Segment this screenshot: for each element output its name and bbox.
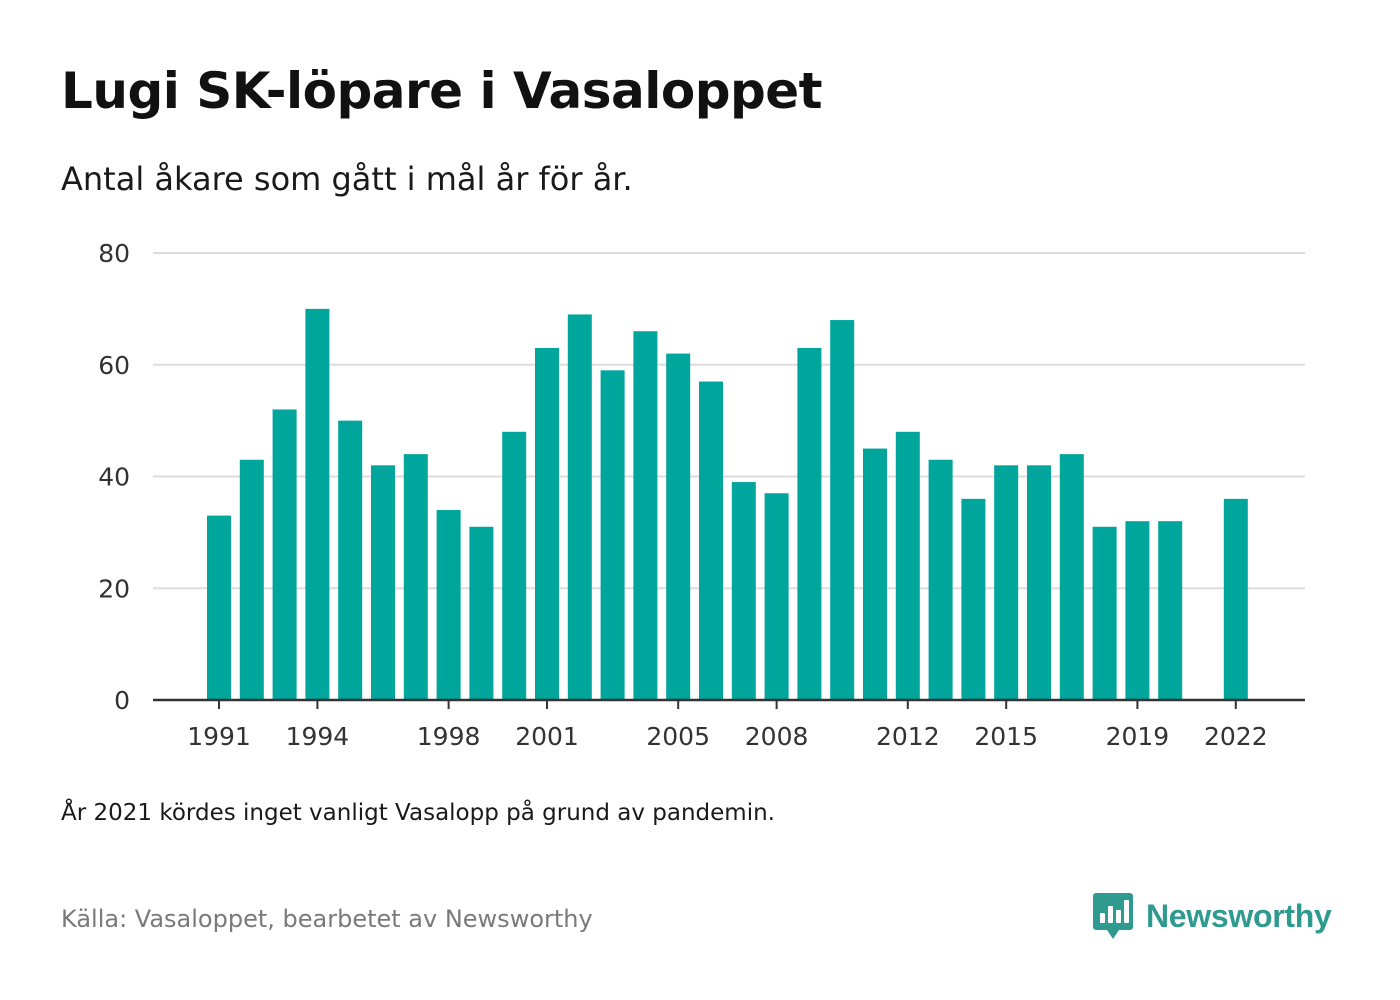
bar-2022 bbox=[1223, 498, 1248, 700]
x-tick-label-2001: 2001 bbox=[515, 722, 579, 751]
bar-2009 bbox=[797, 347, 822, 700]
bar-2007 bbox=[731, 482, 756, 700]
bar-2015 bbox=[994, 465, 1019, 700]
bar-1996 bbox=[371, 465, 395, 700]
x-axis: 1991 1994 1998 2001 2005 2008 2012 2015 2019 2022 bbox=[153, 698, 1305, 751]
y-tick-label-20: 20 bbox=[98, 574, 130, 603]
bar-2020 bbox=[1158, 521, 1183, 700]
bar-2002 bbox=[567, 314, 592, 700]
x-tick-label-1994: 1994 bbox=[286, 722, 350, 751]
bar-2010 bbox=[830, 320, 855, 700]
bar-2001 bbox=[535, 347, 559, 700]
x-tick-label-2008: 2008 bbox=[745, 722, 809, 751]
bar-2004 bbox=[633, 331, 658, 700]
bar-2017 bbox=[1059, 454, 1084, 700]
x-tick-label-2015: 2015 bbox=[974, 722, 1038, 751]
x-tick-label-2019: 2019 bbox=[1106, 722, 1170, 751]
y-tick-label-0: 0 bbox=[114, 686, 130, 715]
bar-1994 bbox=[305, 308, 330, 700]
bar-2014 bbox=[961, 498, 986, 700]
y-tick-label-40: 40 bbox=[98, 463, 130, 492]
bar-2000 bbox=[502, 431, 527, 700]
bar-2011 bbox=[863, 448, 887, 700]
bar-2005 bbox=[666, 353, 691, 700]
chart-title: Lugi SK-löpare i Vasaloppet bbox=[61, 62, 823, 120]
source-text: Källa: Vasaloppet, bearbetet av Newswort… bbox=[61, 905, 593, 933]
x-tick-label-2022: 2022 bbox=[1204, 722, 1268, 751]
bar-2018 bbox=[1092, 526, 1117, 700]
bar-2013 bbox=[928, 459, 953, 700]
bar-1997 bbox=[403, 454, 428, 700]
bar-1995 bbox=[338, 420, 363, 700]
y-tick-label-60: 60 bbox=[98, 351, 130, 380]
y-tick-label-80: 80 bbox=[98, 239, 130, 268]
bar-1993 bbox=[272, 409, 297, 700]
x-tick-label-2012: 2012 bbox=[876, 722, 940, 751]
bars bbox=[207, 308, 1248, 700]
newsworthy-logo-icon bbox=[1093, 893, 1133, 939]
bar-1992 bbox=[239, 459, 264, 700]
bar-2012 bbox=[895, 431, 920, 700]
bar-1991 bbox=[207, 515, 231, 700]
bar-chart: 0 20 40 60 80 1991 1994 1998 2001 2005 2008 2012 20… bbox=[98, 239, 1305, 751]
x-tick-label-1998: 1998 bbox=[417, 722, 481, 751]
bar-1998 bbox=[436, 510, 461, 700]
bar-2016 bbox=[1027, 465, 1051, 700]
bar-2019 bbox=[1125, 521, 1150, 700]
bar-2006 bbox=[699, 381, 723, 700]
chart-note: År 2021 kördes inget vanligt Vasalopp på… bbox=[61, 800, 775, 826]
newsworthy-logo: Newsworthy bbox=[1092, 890, 1332, 942]
bar-1999 bbox=[469, 526, 494, 700]
chart-subtitle: Antal åkare som gått i mål år för år. bbox=[61, 160, 633, 198]
x-tick-label-1991: 1991 bbox=[187, 722, 251, 751]
bar-2008 bbox=[764, 493, 789, 700]
bar-2003 bbox=[600, 370, 625, 700]
logo-text: Newsworthy bbox=[1146, 897, 1332, 934]
x-tick-label-2005: 2005 bbox=[646, 722, 710, 751]
